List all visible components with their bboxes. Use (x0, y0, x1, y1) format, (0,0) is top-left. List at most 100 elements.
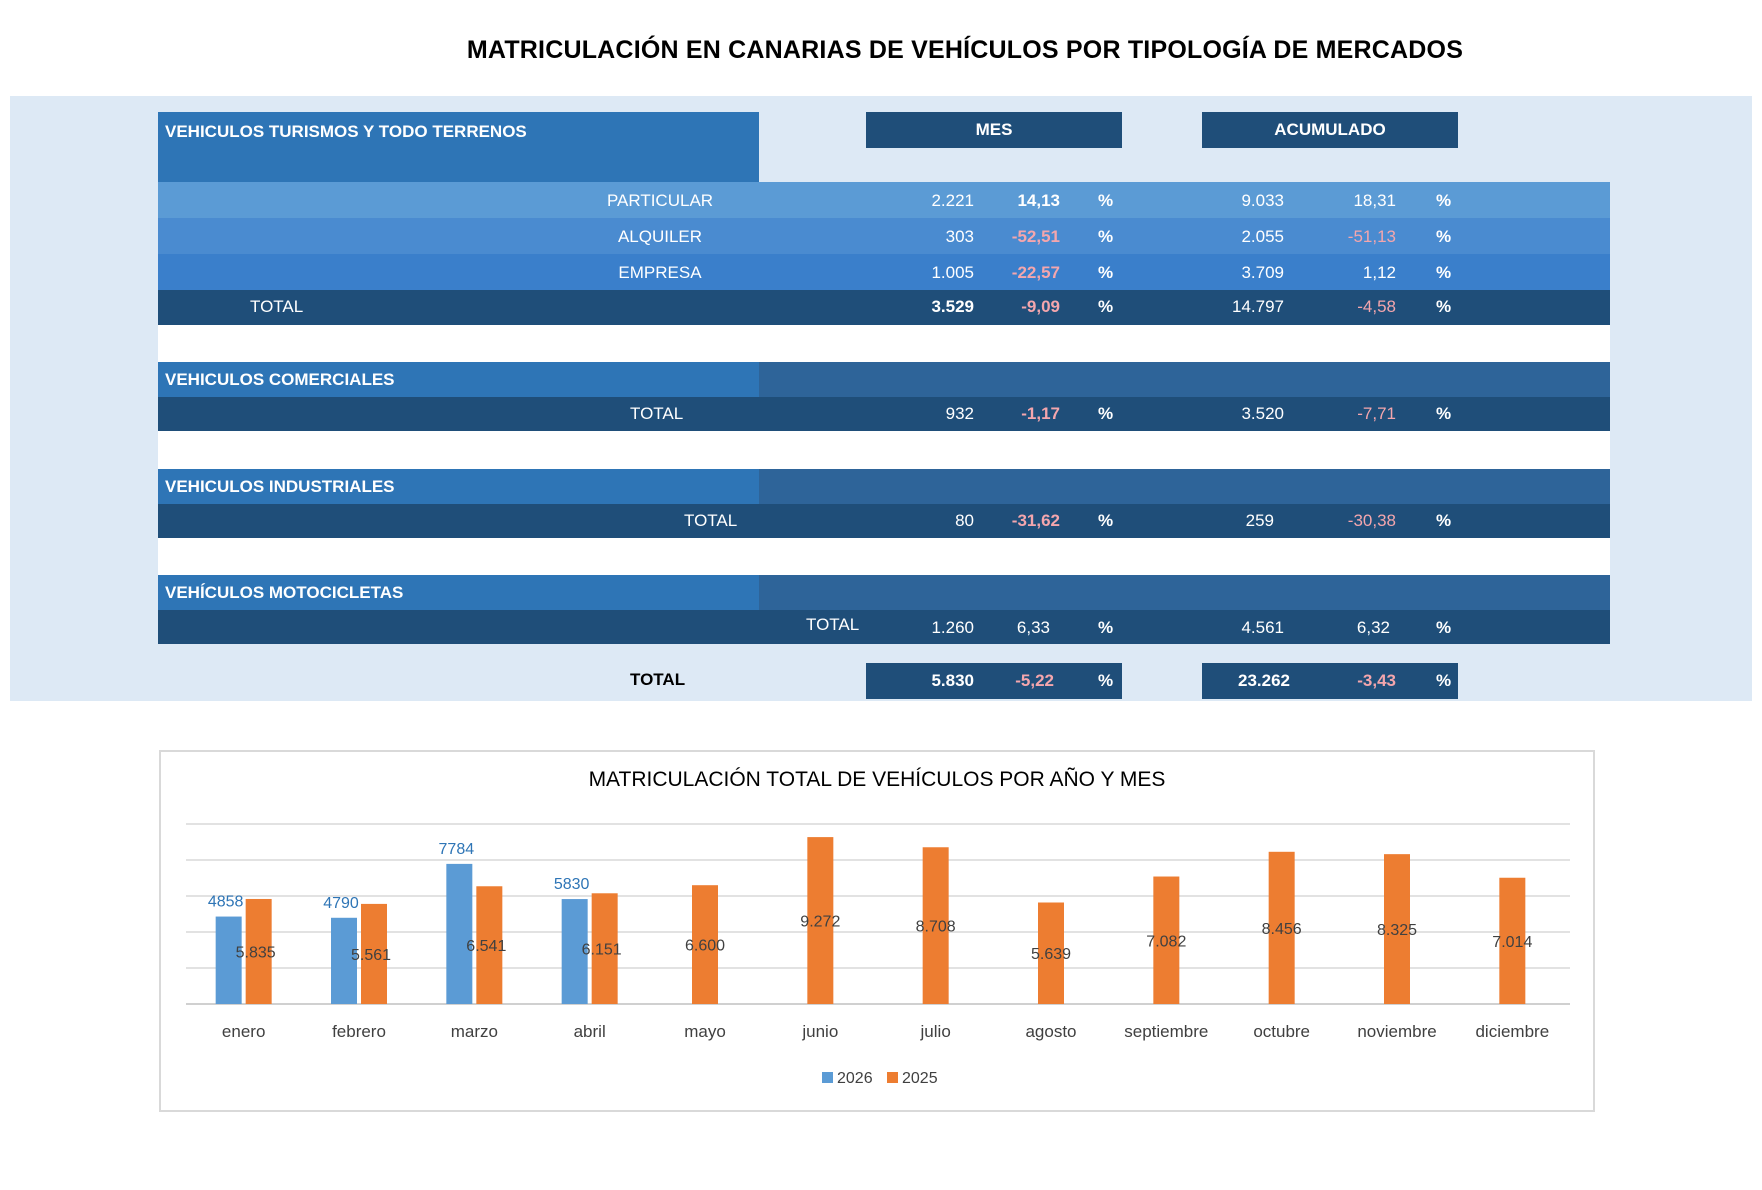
mes-pct: -22,57 (1011, 263, 1060, 282)
comerciales-header-right (759, 362, 1610, 397)
acum-value: 259 (1245, 511, 1274, 530)
mes-value: 3.529 (931, 297, 974, 316)
bar-2026 (446, 863, 473, 1004)
x-tick-label: marzo (451, 1022, 498, 1041)
motocicletas-header (158, 575, 759, 610)
industriales-section-label: VEHICULOS INDUSTRIALES (165, 477, 395, 496)
mes-value: 5.830 (931, 671, 974, 690)
row-comerciales-total (158, 397, 1610, 431)
pct-sign: % (1436, 404, 1452, 423)
mes-value: 80 (955, 511, 974, 530)
row-label: TOTAL (684, 511, 738, 530)
row-label: TOTAL (250, 297, 304, 316)
mes-pct: 14,13 (1017, 191, 1060, 210)
mes-pct: -31,62 (1011, 511, 1060, 530)
row-label: EMPRESA (618, 263, 702, 282)
acum-value: 23.262 (1238, 671, 1290, 690)
row-industriales-total (158, 504, 1610, 538)
pct-sign: % (1436, 297, 1452, 316)
x-tick-label: octubre (1253, 1022, 1310, 1041)
mes-pct: -52,51 (1011, 227, 1060, 246)
pct-sign: % (1436, 671, 1452, 690)
data-label-2026: 4790 (323, 895, 359, 912)
divider (158, 431, 1610, 469)
acum-value: 9.033 (1241, 191, 1284, 210)
bar-2025 (922, 847, 949, 1004)
acum-pct: -7,71 (1357, 404, 1396, 423)
pct-sign: % (1098, 297, 1114, 316)
bar-2025 (1499, 877, 1526, 1004)
x-tick-label: noviembre (1357, 1022, 1436, 1041)
data-label-2025: 5.561 (351, 947, 391, 964)
bar-chart: 4858 5.835 enero 4790 5.561 febrero 7784 6.541 m… (186, 823, 1570, 1087)
x-tick-label: abril (574, 1022, 606, 1041)
data-label-2025: 8.325 (1377, 922, 1417, 939)
row-alquiler (158, 218, 1610, 254)
row-label: ALQUILER (617, 227, 703, 246)
data-label-2025: 5.835 (236, 944, 276, 961)
pct-sign: % (1098, 227, 1114, 246)
pct-sign: % (1436, 511, 1452, 530)
x-tick-label: septiembre (1124, 1022, 1208, 1041)
acum-value: 14.797 (1232, 297, 1284, 316)
bar-2026 (331, 917, 357, 1004)
motocicletas-section-label: VEHÍCULOS MOTOCICLETAS (165, 583, 404, 602)
acum-pct: -3,43 (1357, 671, 1396, 690)
mes-pct: -9,09 (1021, 297, 1060, 316)
acum-pct: 6,32 (1356, 618, 1390, 637)
mes-value: 932 (945, 404, 974, 423)
bar-2025 (1153, 876, 1180, 1004)
mes-value: 303 (945, 227, 974, 246)
bar-2025 (1268, 851, 1295, 1004)
bar-2025 (245, 898, 272, 1004)
pct-sign: % (1436, 263, 1452, 282)
divider (158, 538, 1610, 575)
data-label-2025: 6.600 (685, 938, 725, 955)
pct-sign: % (1098, 511, 1114, 530)
pct-sign: % (1098, 618, 1114, 637)
bar-2025 (1038, 902, 1064, 1004)
comerciales-header (158, 362, 759, 397)
data-label-2026: 5830 (554, 876, 590, 893)
acum-pct: 18,31 (1353, 191, 1396, 210)
acum-value: 4.561 (1241, 618, 1284, 637)
chart-title: MATRICULACIÓN TOTAL DE VEHÍCULOS POR AÑO… (588, 768, 1166, 791)
data-label-2025: 8.456 (1262, 921, 1302, 938)
pct-sign: % (1098, 263, 1114, 282)
bar-2025 (361, 903, 387, 1004)
row-particular (158, 182, 1610, 218)
legend-swatch-2025 (887, 1072, 898, 1083)
x-tick-label: mayo (684, 1022, 726, 1041)
bar-2025 (476, 886, 503, 1004)
turismos-header-block (158, 112, 759, 182)
motocicletas-header-right (759, 575, 1610, 610)
row-label: PARTICULAR (606, 191, 714, 210)
x-tick-label: enero (222, 1022, 265, 1041)
mes-pct: -1,17 (1021, 404, 1060, 423)
x-tick-label: agosto (1025, 1022, 1076, 1041)
comerciales-section-label: VEHICULOS COMERCIALES (165, 370, 395, 389)
data-label-2025: 7.014 (1492, 934, 1532, 951)
acum-pct: -30,38 (1347, 511, 1396, 530)
grand-total-acumulado (1202, 663, 1458, 699)
row-turismos-total (158, 290, 1610, 325)
data-label-2025: 9.272 (800, 914, 840, 931)
industriales-header-right (759, 469, 1610, 504)
pct-sign: % (1098, 404, 1114, 423)
data-label-2026: 7784 (439, 841, 475, 858)
acum-pct: -51,13 (1347, 227, 1396, 246)
pct-sign: % (1436, 191, 1452, 210)
bar-2025 (807, 837, 834, 1004)
bar-2025 (591, 893, 618, 1004)
data-label-2025: 6.541 (466, 938, 506, 955)
acum-value: 2.055 (1241, 227, 1284, 246)
acumulado-header (1202, 112, 1458, 148)
legend-label-2026: 2026 (837, 1070, 873, 1087)
pct-sign: % (1098, 191, 1114, 210)
pct-sign: % (1436, 618, 1452, 637)
data-label-2025: 7.082 (1146, 933, 1186, 950)
acum-value: 3.520 (1241, 404, 1284, 423)
mes-value: 1.260 (931, 618, 974, 637)
data-label-2025: 5.639 (1031, 946, 1071, 963)
data-label-2025: 8.708 (916, 919, 956, 936)
